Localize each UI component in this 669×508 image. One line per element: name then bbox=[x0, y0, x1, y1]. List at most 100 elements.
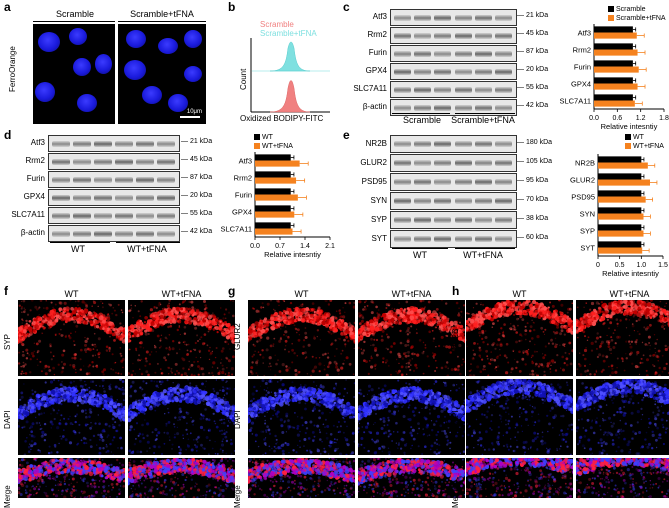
chart-x-tick-label: 2.1 bbox=[325, 243, 335, 250]
blot-lane bbox=[394, 69, 411, 75]
panel_e-blot-band-4 bbox=[390, 211, 517, 229]
blot-lane bbox=[475, 69, 492, 75]
chart-x-tick-label: 1.4 bbox=[300, 243, 310, 250]
chart-category-label: Atf3 bbox=[578, 29, 591, 38]
blot-lane bbox=[475, 15, 492, 21]
chart-bar-Scramble+tFNA bbox=[594, 84, 638, 90]
chart-bar-WT+tFNA bbox=[598, 214, 644, 220]
panel_e-blot-band-2 bbox=[390, 173, 517, 191]
panel_d-kda-label-0: — 21 kDa bbox=[181, 138, 212, 145]
panel_f-syp-image-wt-tfna bbox=[128, 300, 235, 376]
panel_e-kda-label-2: — 95 kDa bbox=[517, 177, 548, 184]
panel_c-protein-label-5: β-actin bbox=[342, 102, 387, 111]
panel_d-blot-band-2 bbox=[48, 171, 180, 188]
panel-b-legend-2: Scramble+tFNA bbox=[260, 29, 317, 38]
blot-lane bbox=[495, 160, 512, 166]
panel_d-protein-label-0: Atf3 bbox=[1, 138, 45, 147]
blot-lane bbox=[455, 160, 472, 166]
blot-lane bbox=[455, 69, 472, 75]
blot-lane bbox=[73, 159, 91, 165]
chart-x-axis-label: Relative intesntiy bbox=[264, 250, 321, 259]
panel_c-kda-label-2: — 87 kDa bbox=[517, 48, 548, 55]
chart-e-legend-1: WT bbox=[625, 134, 644, 142]
panel_e-kda-label-3: — 70 kDa bbox=[517, 196, 548, 203]
chart-bar-WT bbox=[598, 156, 641, 162]
blot-lane bbox=[414, 160, 431, 166]
chart-category-label: SYP bbox=[580, 227, 595, 236]
panel-e-group-rule-1 bbox=[392, 248, 448, 249]
blot-lane bbox=[136, 195, 154, 201]
ferroorange-scramble-image bbox=[33, 24, 115, 124]
blot-lane bbox=[475, 217, 492, 223]
blot-lane bbox=[495, 198, 512, 204]
panel-b-xlabel: Oxidized BODIPY-FITC bbox=[240, 114, 323, 123]
blot-lane bbox=[434, 217, 451, 223]
panel_c-protein-label-3: GPX4 bbox=[342, 66, 387, 75]
chart-x-tick-label: 0.6 bbox=[612, 115, 622, 122]
blot-lane bbox=[434, 141, 451, 147]
blot-lane bbox=[52, 159, 70, 165]
blot-lane bbox=[414, 236, 431, 242]
panel_c-kda-label-1: — 45 kDa bbox=[517, 30, 548, 37]
panel_g-glur2-image-wt bbox=[248, 300, 355, 376]
blot-lane bbox=[434, 160, 451, 166]
chart-bar-WT bbox=[598, 173, 641, 179]
blot-lane bbox=[455, 236, 472, 242]
blot-lane bbox=[94, 177, 112, 183]
panel-d-group-rule-1 bbox=[50, 242, 110, 243]
blot-lane bbox=[136, 159, 154, 165]
blot-lane bbox=[475, 51, 492, 57]
chart-bar-WT bbox=[255, 154, 291, 160]
blot-lane bbox=[475, 87, 492, 93]
panel_h-row-label-2: Merge bbox=[451, 485, 460, 508]
blot-lane bbox=[455, 105, 472, 111]
panel_c-kda-label-4: — 55 kDa bbox=[517, 84, 548, 91]
panel_h-header-0: WT bbox=[466, 289, 573, 299]
panel_f-merge-image-wt bbox=[18, 458, 125, 498]
panel_g-row-label-0: GLUR2 bbox=[233, 323, 242, 350]
panel_e-protein-label-4: SYP bbox=[342, 215, 387, 224]
chart-category-label: SLC7A11 bbox=[220, 225, 252, 234]
blot-lane bbox=[394, 15, 411, 21]
blot-lane bbox=[455, 33, 472, 39]
ferroorange-tfna-image: 10μm bbox=[118, 24, 206, 124]
chart-category-label: Rrm2 bbox=[573, 46, 591, 55]
chart-bar-WT+tFNA bbox=[598, 231, 644, 237]
chart-bar-WT+tFNA bbox=[598, 163, 648, 169]
chart-bar-Scramble bbox=[594, 60, 633, 66]
blot-lane bbox=[495, 141, 512, 147]
blot-lane bbox=[394, 217, 411, 223]
blot-lane bbox=[157, 177, 175, 183]
panel_c-kda-label-0: — 21 kDa bbox=[517, 12, 548, 19]
blot-lane bbox=[394, 33, 411, 39]
chart-bar-WT bbox=[598, 190, 641, 196]
panel_d-protein-label-2: Furin bbox=[1, 174, 45, 183]
panel_g-dapi-image-wt-tfna bbox=[358, 379, 465, 455]
panel_d-protein-label-1: Rrm2 bbox=[1, 156, 45, 165]
blot-lane bbox=[394, 105, 411, 111]
panel_h-dapi-image-wt-tfna bbox=[576, 379, 669, 455]
blot-lane bbox=[115, 141, 133, 147]
chart-x-tick-label: 1.2 bbox=[636, 115, 646, 122]
scalebar-label: 10μm bbox=[187, 109, 202, 115]
panel_e-blot-band-1 bbox=[390, 154, 517, 172]
panel_g-glur2-image-wt-tfna bbox=[358, 300, 465, 376]
blot-lane bbox=[475, 179, 492, 185]
panel-b-ylabel: Count bbox=[239, 69, 248, 90]
chart-x-tick-label: 1.0 bbox=[636, 262, 646, 269]
blot-lane bbox=[414, 198, 431, 204]
panel_d-blot-band-0 bbox=[48, 135, 180, 152]
chart-bar-WT bbox=[255, 188, 291, 194]
panel_h-merge-image-wt-tfna bbox=[576, 458, 669, 498]
chart-bar-WT+tFNA bbox=[255, 212, 294, 218]
panel_f-dapi-image-wt bbox=[18, 379, 125, 455]
chart-bar-Scramble bbox=[594, 77, 633, 83]
blot-lane bbox=[115, 159, 133, 165]
panel_f-row-label-1: DAPI bbox=[3, 410, 12, 429]
chart-x-tick-label: 1.8 bbox=[659, 115, 669, 122]
panel-e-group-2: WT+tFNA bbox=[450, 250, 516, 260]
blot-lane bbox=[115, 231, 133, 237]
chart-bar-WT+tFNA bbox=[598, 180, 650, 186]
chart-c-legend-1: Scramble bbox=[608, 6, 646, 14]
blot-lane bbox=[52, 195, 70, 201]
